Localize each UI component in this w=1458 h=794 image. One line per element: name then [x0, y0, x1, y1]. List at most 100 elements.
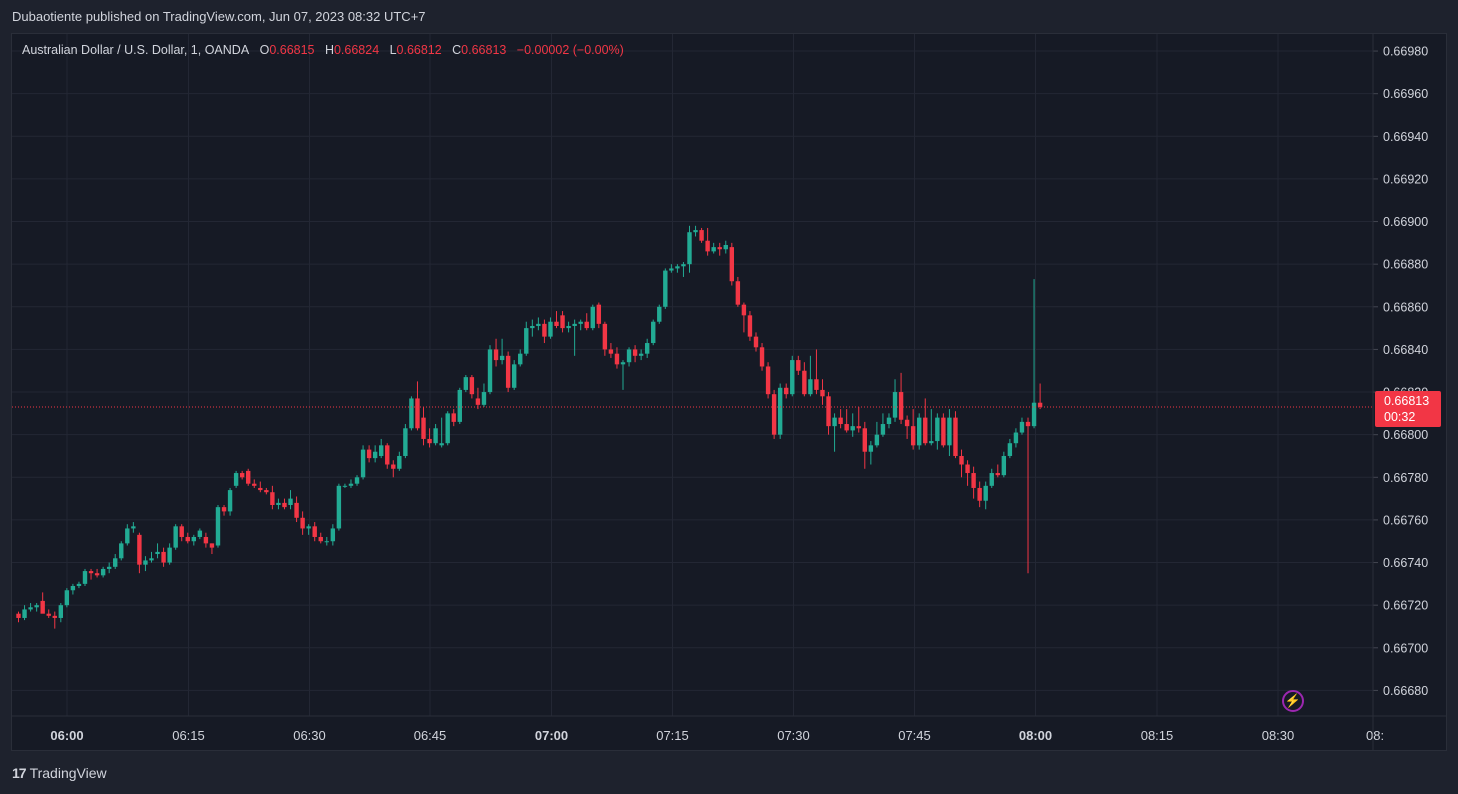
candle-body-up [22, 609, 27, 618]
candle-body-up [463, 377, 469, 390]
candle-body-down [838, 417, 843, 425]
y-tick-label: 0.66680 [1383, 684, 1428, 698]
candle-body-down [904, 419, 910, 427]
y-tick-label: 0.66700 [1383, 641, 1428, 655]
candle-body-up [233, 473, 239, 486]
x-tick-label: 07:30 [777, 728, 810, 743]
candle-body-up [227, 490, 233, 512]
candle-body-down [596, 304, 602, 324]
candle-body-down [765, 366, 771, 395]
legend-close-label: C [452, 43, 462, 57]
candle-body-down [493, 349, 499, 361]
candle-body-down [312, 526, 317, 537]
y-tick-label: 0.66800 [1383, 428, 1428, 442]
candle-body-up [524, 328, 529, 354]
x-tick-label: 08:00 [1019, 728, 1052, 743]
candle-body-up [499, 355, 505, 361]
candle-body-down [1037, 402, 1043, 407]
candle-body-down [221, 507, 227, 512]
candle-body-up [693, 230, 698, 233]
brand-name: TradingView [29, 765, 107, 781]
candle-body-up [880, 424, 886, 435]
candle-body-down [802, 370, 807, 395]
candle-body-up [638, 353, 644, 356]
candle-body-down [717, 247, 722, 250]
candle-body-up [439, 443, 444, 446]
candle-body-down [784, 387, 789, 395]
candle-body-up [572, 323, 577, 326]
candle-body-up [113, 558, 118, 567]
candle-body-up [306, 526, 311, 529]
candle-body-up [336, 485, 342, 529]
y-tick-label: 0.66780 [1383, 471, 1428, 485]
candle-body-up [530, 325, 535, 329]
candle-body-up [1013, 432, 1019, 444]
candle-body-down [451, 413, 456, 422]
candle-body-down [505, 355, 511, 388]
legend-open-label: O [259, 43, 270, 57]
candle-body-down [953, 417, 958, 456]
candle-body-down [796, 360, 801, 371]
candle-body-up [850, 426, 855, 431]
publisher-line: Dubaotiente published on TradingView.com… [12, 9, 426, 24]
candle-body-up [457, 389, 462, 422]
x-tick-label: 08:30 [1262, 728, 1295, 743]
legend-symbol: Australian Dollar / U.S. Dollar, 1, OAND… [22, 43, 250, 57]
candle-body-up [197, 530, 203, 537]
y-tick-label: 0.66760 [1383, 513, 1428, 527]
candle-body-up [131, 526, 136, 529]
candle-body-up [886, 417, 892, 425]
candle-body-down [294, 502, 299, 518]
last-price-tag: 0.66813 00:32 [1375, 391, 1441, 427]
candle-body-down [209, 543, 215, 548]
candle-body-up [651, 321, 656, 344]
candle-body-down [270, 492, 275, 506]
legend-high-label: H [324, 43, 334, 57]
candle-body-up [155, 551, 160, 555]
y-tick-label: 0.66960 [1383, 87, 1428, 101]
x-tick-label: 07:15 [656, 728, 689, 743]
candle-body-down [239, 473, 245, 478]
candle-body-up [892, 392, 898, 418]
candle-body-down [185, 536, 190, 542]
y-tick-label: 0.66860 [1383, 300, 1428, 314]
candle-body-up [330, 528, 336, 542]
candle-body-up [1001, 455, 1007, 476]
candle-body-down [475, 398, 481, 405]
candle-body-up [578, 321, 583, 324]
candle-body-up [1019, 421, 1025, 433]
candle-body-up [983, 485, 988, 501]
candle-body-up [409, 398, 414, 429]
y-tick-label: 0.66920 [1383, 172, 1428, 186]
candle-body-up [644, 343, 650, 354]
candle-body-down [421, 417, 426, 439]
bar-countdown: 00:32 [1384, 410, 1416, 424]
candle-body-up [1007, 443, 1013, 456]
candle-body-up [687, 232, 692, 265]
candle-body-up [433, 428, 438, 444]
candle-body-down [427, 438, 432, 444]
candle-body-down [735, 281, 741, 305]
candle-body-up [191, 536, 197, 542]
candle-body-up [34, 605, 39, 608]
tradingview-brand[interactable]: 17 TradingView [12, 765, 107, 781]
ohlc-legend: Australian Dollar / U.S. Dollar, 1, OAND… [22, 43, 624, 57]
candle-body-up [354, 477, 360, 484]
candle-body-down [554, 321, 559, 326]
candle-body-up [342, 485, 348, 487]
candle-body-up [215, 507, 221, 546]
candle-body-up [149, 558, 154, 561]
candle-body-down [995, 473, 1000, 476]
y-tick-label: 0.66720 [1383, 599, 1428, 613]
candle-body-down [40, 600, 45, 614]
lightning-icon[interactable]: ⚡ [1282, 690, 1304, 712]
candle-body-up [167, 547, 172, 563]
candle-body-down [584, 321, 589, 329]
candle-body-down [246, 470, 251, 484]
candle-body-up [669, 268, 674, 271]
candle-body-up [590, 306, 595, 329]
x-tick-label: 06:30 [293, 728, 326, 743]
candle-body-down [203, 536, 209, 544]
candle-body-down [391, 464, 396, 469]
